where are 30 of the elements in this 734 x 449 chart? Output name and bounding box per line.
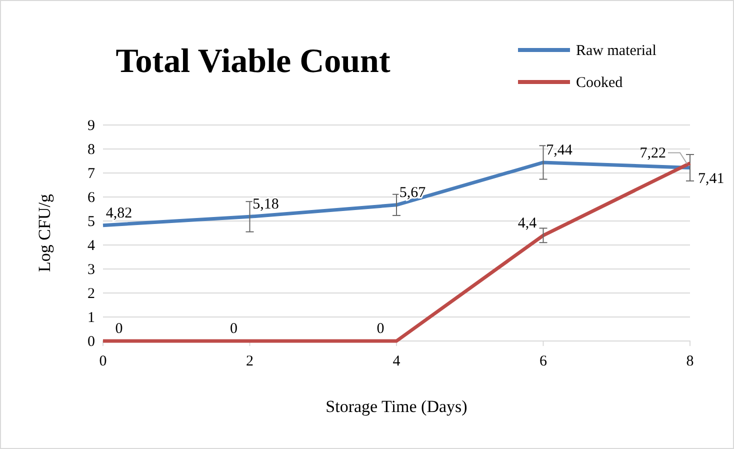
chart-title: Total Viable Count [116,43,391,80]
y-tick-label: 7 [88,166,96,182]
y-axis-title: Log CFU/g [35,194,54,272]
data-label: 5,67 [399,184,426,201]
data-label: 5,18 [252,196,279,213]
y-tick-label: 9 [88,118,95,134]
y-tick-label: 6 [88,190,96,206]
legend-label: Cooked [576,75,624,91]
x-tick-label: 8 [686,354,694,370]
y-tick-label: 5 [88,214,95,230]
y-tick-label: 4 [88,238,96,254]
data-label: 0 [230,321,238,337]
y-tick-label: 8 [88,142,95,158]
data-label: 0 [376,321,384,337]
data-label: 7,22 [640,146,666,162]
x-tick-label: 6 [540,354,548,370]
data-label: 4,82 [106,205,132,222]
x-tick-label: 0 [99,354,107,370]
legend-label: Raw material [576,43,656,59]
x-tick-label: 2 [246,354,254,370]
y-tick-label: 0 [88,334,95,350]
y-tick-label: 2 [88,286,95,302]
data-label: 7,44 [546,142,573,158]
y-tick-label: 3 [88,262,95,278]
y-tick-label: 1 [88,310,95,326]
data-label: 0 [115,321,123,337]
data-label: 7,41 [698,171,724,188]
x-axis-title: Storage Time (Days) [326,397,468,416]
x-tick-label: 4 [392,354,401,370]
data-label: 4,4 [518,215,538,232]
